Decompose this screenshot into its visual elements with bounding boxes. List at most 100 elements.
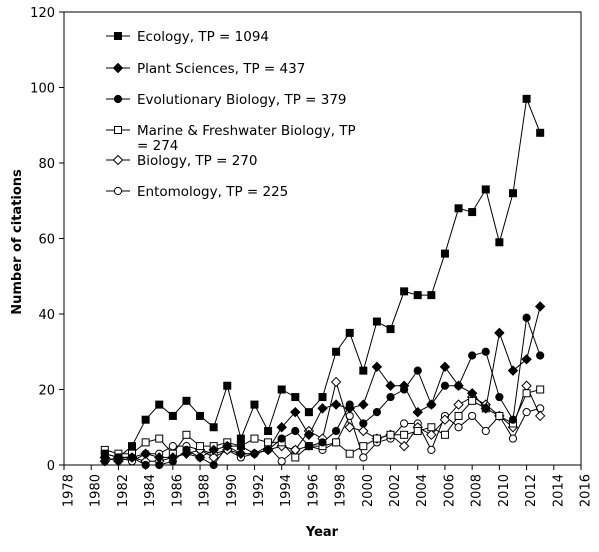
x-tick-label: 2010 [497,474,512,507]
data-point [235,448,247,459]
x-tick-label: 2000 [361,474,376,507]
y-tick-label: 60 [38,233,55,248]
data-point [468,351,477,360]
data-point [291,453,300,462]
data-point [141,438,150,447]
data-point [534,410,546,422]
data-point [167,452,179,463]
data-point [494,327,505,339]
data-point [264,427,273,436]
data-point [440,249,449,258]
x-tick-label: 1986 [170,474,185,507]
data-point [400,430,409,439]
data-point [413,291,422,300]
data-point [371,361,383,373]
legend-label: Plant Sciences, TP = 437 [137,61,305,77]
data-point [276,422,287,433]
data-point [330,399,342,410]
data-point [236,434,245,443]
data-point [168,442,177,451]
x-tick-label: 1996 [306,474,321,507]
data-point [182,430,191,439]
data-point [522,94,531,103]
data-point [223,381,232,390]
data-point [332,347,341,356]
data-point [209,460,218,470]
x-tick-label: 1982 [116,474,131,507]
data-point [194,452,206,463]
data-point [154,452,165,463]
data-point [196,411,205,420]
x-tick-label: 1998 [334,474,349,507]
data-point [290,406,301,418]
legend-label: Biology, TP = 270 [137,153,257,169]
y-axis-title: Number of citations [10,169,25,315]
data-point [222,440,233,452]
data-point [386,392,395,402]
x-tick-label: 2006 [442,474,457,507]
series-3 [100,313,545,470]
data-point [277,434,286,443]
data-point [536,128,545,137]
data-point [536,351,545,360]
data-point [291,393,300,402]
y-tick-label: 100 [30,82,55,97]
data-point [249,448,260,459]
legend-marker [113,94,123,104]
data-point [114,453,123,462]
data-point [426,429,437,441]
x-tick-label: 1994 [279,474,294,507]
data-point [427,445,436,454]
data-point [440,381,450,390]
x-tick-label: 1988 [198,474,213,507]
legend-label: Entomology, TP = 225 [137,184,288,200]
data-point [372,434,381,443]
data-point [181,448,192,459]
data-point [466,388,478,399]
data-point [332,438,341,447]
data-point [481,347,490,356]
data-point [454,423,463,432]
data-point [522,408,531,417]
y-tick-label: 40 [38,308,55,323]
data-point [126,452,138,463]
data-point [155,434,164,443]
x-tick-label: 2016 [579,474,594,507]
data-point [400,419,409,428]
legend-item-4: Marine & Freshwater Biology, TP = 274 [106,123,360,154]
data-point [155,400,164,409]
data-point [318,393,327,402]
legend-item-5: Biology, TP = 270 [106,153,257,169]
data-point [344,403,355,414]
data-point [508,189,517,198]
data-point [454,204,463,213]
data-point [358,425,369,437]
legend-label: Evolutionary Biology, TP = 379 [137,92,347,108]
data-point [359,442,368,451]
data-point [250,434,259,443]
data-point [468,208,477,217]
data-point [345,449,354,458]
data-point [453,380,464,391]
data-point [168,411,177,420]
data-point [372,408,382,417]
data-point [468,411,477,421]
data-point [536,385,545,394]
data-point [427,291,436,300]
data-point [277,385,286,394]
data-point [398,440,410,452]
data-point [386,325,395,334]
x-tick-label: 1992 [252,474,267,507]
data-point [332,426,341,436]
axes: 1978 1980 1982 1984 1986 1988 1990 1992 1994 1996… [30,6,593,507]
legend-label: Marine & Freshwater Biology, TP = 274 [137,123,360,154]
x-tick-label: 2002 [388,474,403,507]
data-point [277,457,286,466]
legend-item-6: Entomology, TP = 225 [106,184,288,200]
x-tick-label: 2012 [524,474,539,507]
x-tick-label: 1990 [225,474,240,507]
data-point [412,406,423,418]
data-point [140,448,151,459]
y-tick-label: 0 [47,459,55,474]
